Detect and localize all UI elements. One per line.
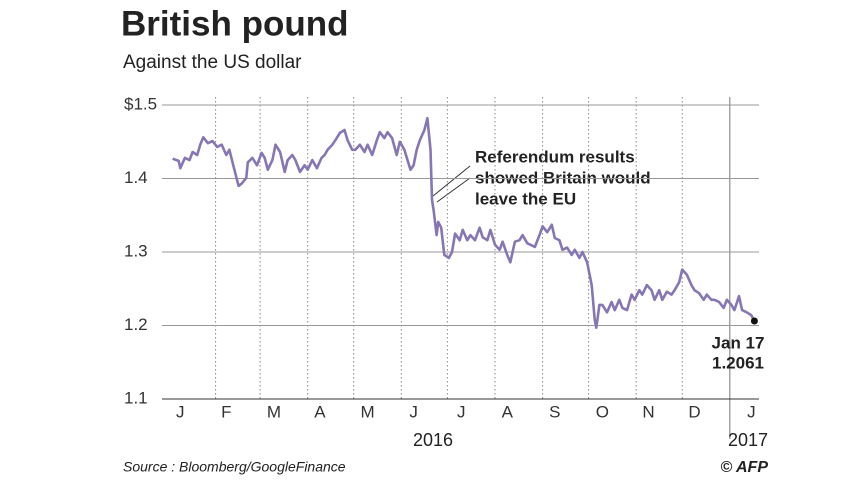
y-tick-label: 1.1: [124, 388, 148, 407]
chart-title: British pound: [121, 4, 348, 43]
x-tick-label: N: [642, 402, 654, 421]
year-label: 2017: [728, 430, 768, 450]
chart-subtitle: Against the US dollar: [123, 52, 302, 73]
x-tick-label: D: [688, 402, 700, 421]
annotation-text: leave the EU: [475, 189, 576, 208]
x-tick-label: J: [457, 402, 466, 421]
y-tick-label: $1.5: [124, 94, 157, 113]
end-point: [750, 317, 758, 325]
y-tick-label: 1.4: [124, 168, 148, 187]
source: Source : Bloomberg/GoogleFinance: [123, 459, 346, 475]
y-tick-label: 1.2: [124, 315, 148, 334]
x-tick-label: S: [549, 402, 560, 421]
annotation-text: Referendum results: [475, 147, 635, 166]
x-tick-label: A: [502, 402, 514, 421]
y-tick-label: 1.3: [124, 241, 148, 260]
year-label: 2016: [413, 430, 453, 450]
x-tick-label: J: [409, 402, 418, 421]
end-date-label: Jan 17: [712, 333, 765, 352]
x-tick-label: J: [176, 402, 185, 421]
annotation-text: showed Britain would: [475, 168, 651, 187]
annotation-leader: [436, 177, 471, 203]
price-line: [172, 116, 756, 329]
x-tick-label: M: [267, 402, 281, 421]
end-value-label: 1.2061: [712, 353, 764, 372]
credit: © AFP: [720, 459, 768, 476]
x-tick-label: A: [314, 402, 326, 421]
annotation-leader: [432, 165, 471, 197]
x-tick-label: J: [747, 402, 756, 421]
x-tick-label: F: [221, 402, 231, 421]
annotation: Referendum results showed Britain would le…: [432, 147, 651, 208]
x-tick-label: M: [360, 402, 374, 421]
x-tick-label: O: [596, 402, 609, 421]
